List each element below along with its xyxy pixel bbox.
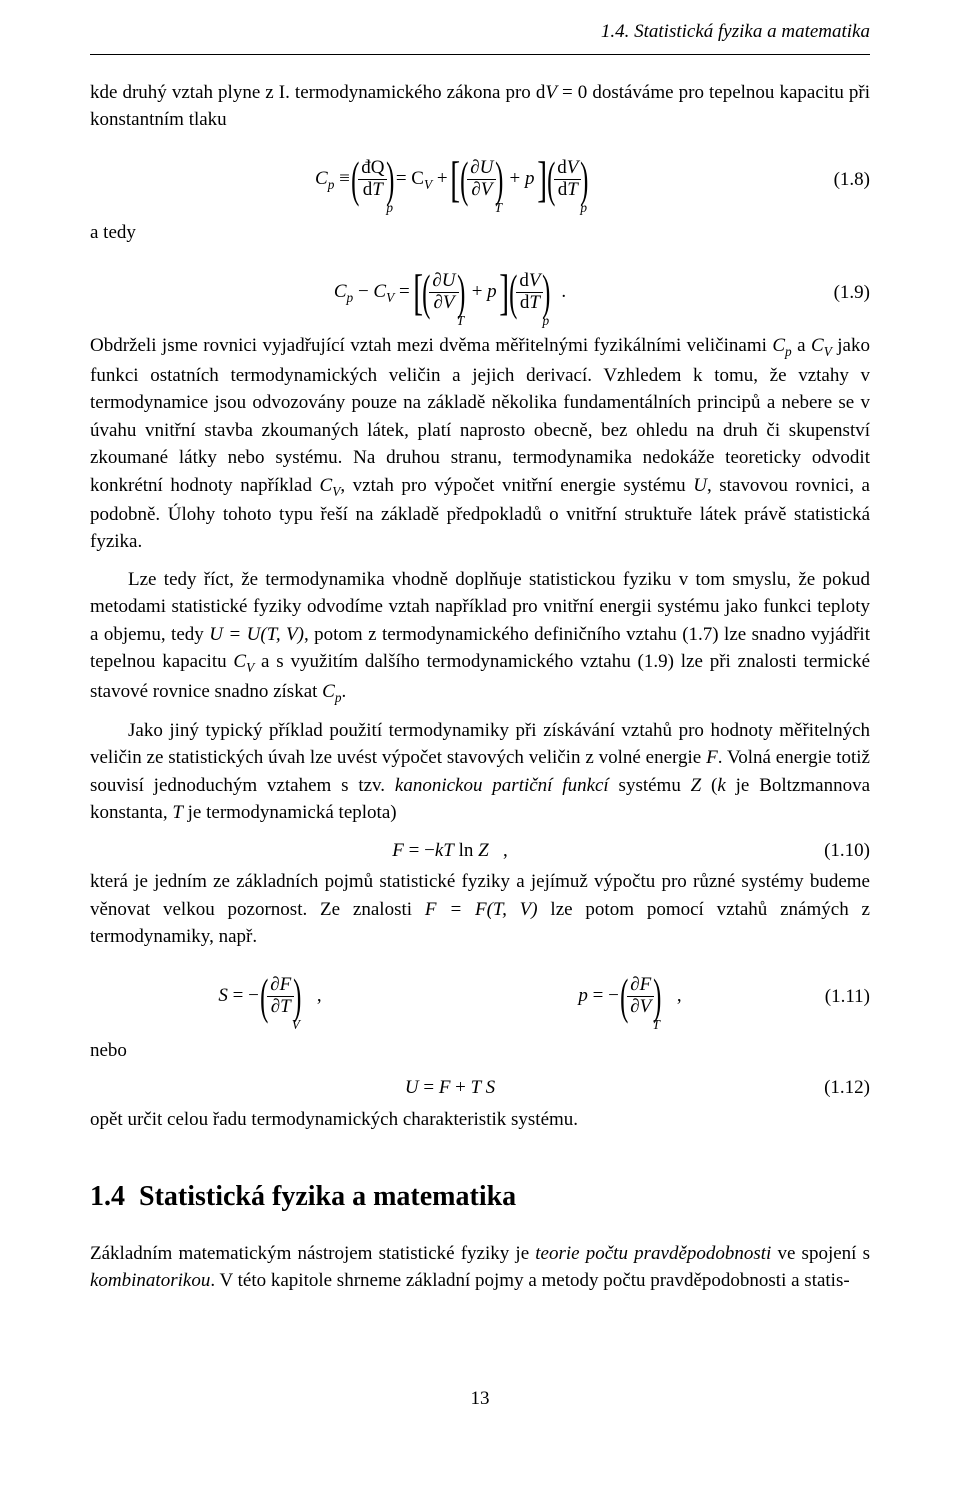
text: Základním matematickým nástrojem statist… — [90, 1243, 535, 1264]
equation-1-12: U = F + T S (1.12) — [90, 1074, 870, 1102]
equation-1-11: S = − (∂F∂T) V , p = − (∂F∂V) T , (1.11) — [90, 961, 870, 1033]
text: systému — [609, 775, 691, 796]
eq-number: (1.12) — [810, 1074, 870, 1102]
text: Obdrželi jsme rovnici vyjadřující vztah … — [90, 335, 772, 356]
text: . — [342, 681, 347, 702]
text: ( — [701, 775, 717, 796]
eq-number: (1.9) — [810, 279, 870, 307]
equation-1-10: F = −kT ln Z , (1.10) — [90, 837, 870, 865]
paragraph-5: která je jedním ze základních pojmů stat… — [90, 868, 870, 951]
paragraph-4: Jako jiný typický příklad použití termod… — [90, 717, 870, 827]
text: a — [792, 335, 811, 356]
italic-term: teorie počtu pravděpodobnosti — [535, 1243, 771, 1264]
section-heading: 1.4 Statistická fyzika a matematika — [90, 1177, 870, 1218]
paragraph-7: Základním matematickým nástrojem statist… — [90, 1240, 870, 1295]
page-number: 13 — [90, 1385, 870, 1413]
text: . V této kapitole shrneme základní pojmy… — [210, 1270, 849, 1291]
inline-math: U = U(T, V) — [209, 624, 304, 645]
eq-number: (1.10) — [810, 837, 870, 865]
equation-1-9: Cp − CV = [ (∂U∂V) T + p ] (dVdT) p . (1… — [90, 257, 870, 329]
equation-1-8: Cp ≡ (đQdT) p = CV + [ (∂U∂V) T + p ] (d… — [90, 144, 870, 216]
running-head: 1.4. Statistická fyzika a matematika — [90, 0, 870, 55]
inline-math: dV = 0 — [536, 82, 587, 103]
inline-math: F = F(T, V) — [425, 899, 538, 920]
text: jako funkci ostatních termodynamických v… — [90, 335, 870, 495]
italic-term: kanonickou partiční funkcí — [395, 775, 609, 796]
section-number: 1.4 — [90, 1181, 125, 1212]
eq-number: (1.11) — [810, 983, 870, 1011]
paragraph-6: opět určit celou řadu termodynamických c… — [90, 1106, 870, 1134]
paragraph-1: kde druhý vztah plyne z I. termodynamick… — [90, 79, 870, 134]
paragraph-3: Lze tedy říct, že termodynamika vhodně d… — [90, 566, 870, 707]
text: je termodynamická teplota) — [183, 802, 397, 823]
italic-term: kombinatorikou — [90, 1270, 210, 1291]
nebo: nebo — [90, 1037, 870, 1065]
section-title: Statistická fyzika a matematika — [139, 1181, 516, 1212]
text: , vztah pro výpočet vnitřní energie syst… — [340, 475, 693, 496]
eq-number: (1.8) — [810, 166, 870, 194]
paragraph-2: Obdrželi jsme rovnici vyjadřující vztah … — [90, 332, 870, 555]
a-tedy: a tedy — [90, 219, 870, 247]
text: ve spojení s — [771, 1243, 870, 1264]
text: kde druhý vztah plyne z I. termodynamick… — [90, 82, 536, 103]
